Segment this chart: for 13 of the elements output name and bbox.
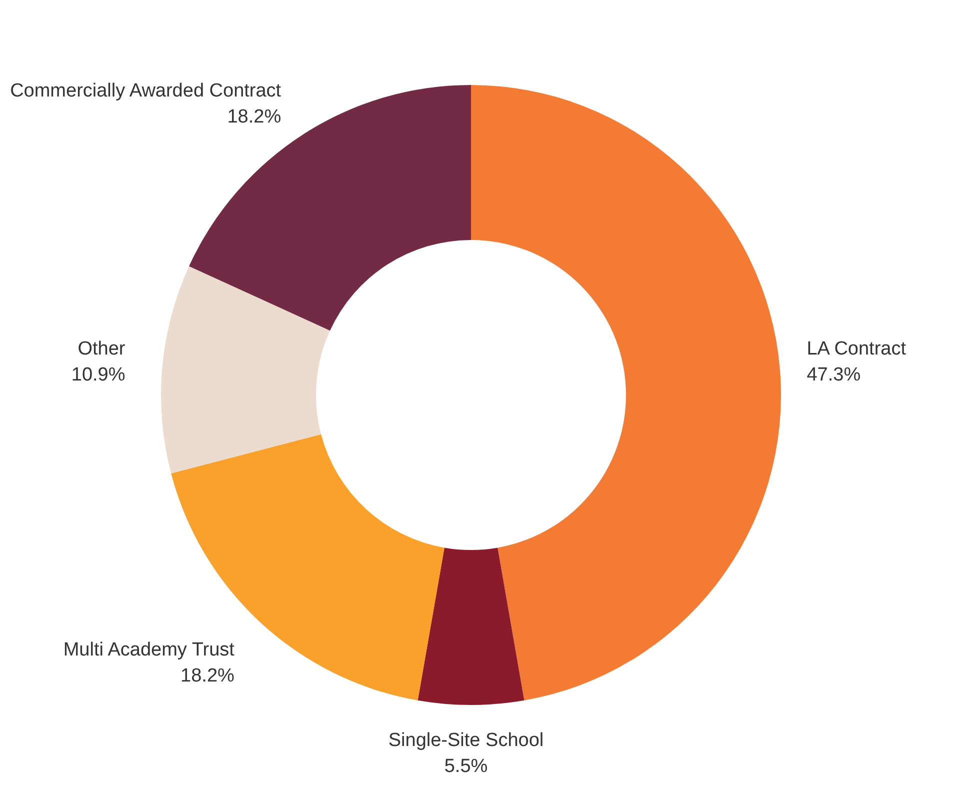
slice-label: Single-Site School [388,730,544,751]
data-label: 47.3% [806,364,861,386]
data-label: 18.2% [180,666,235,687]
data-label: 5.5% [444,756,488,777]
data-label: 18.2% [227,106,282,128]
donut-slice [471,85,781,700]
slice-label: LA Contract [806,338,907,360]
slice-label: Commercially Awarded Contract [10,80,282,102]
donut-slice [418,548,524,705]
data-label: 10.9% [71,364,126,386]
slice-label: Other [78,338,126,360]
slice-label: Multi Academy Trust [63,640,236,661]
donut-slice [161,266,330,474]
